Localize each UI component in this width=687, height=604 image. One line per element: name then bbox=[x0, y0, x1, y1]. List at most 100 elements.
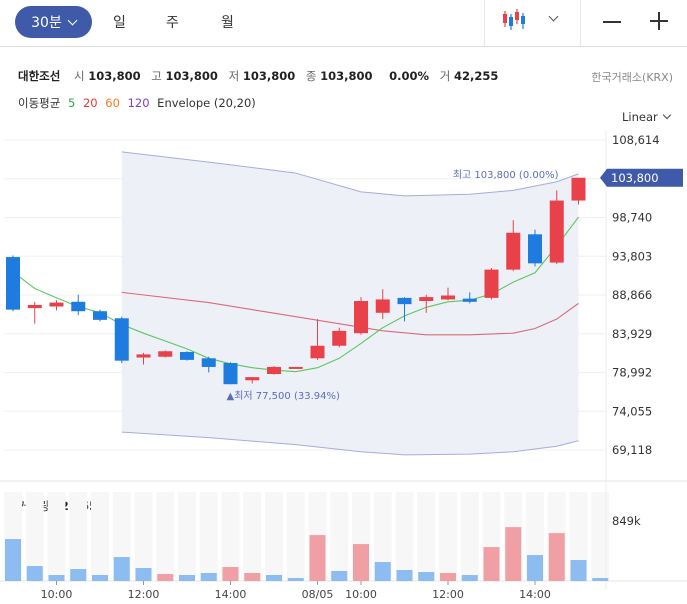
toolbar-divider bbox=[580, 0, 581, 46]
low-label: 저 bbox=[228, 69, 240, 83]
high-label: 고 bbox=[151, 69, 162, 83]
volume-bar bbox=[331, 571, 348, 581]
current-price-tag bbox=[600, 168, 683, 187]
candle-body bbox=[484, 269, 499, 298]
candle-body bbox=[375, 299, 390, 313]
volume-band bbox=[286, 492, 305, 581]
volume-bar bbox=[396, 570, 413, 581]
volume-bar bbox=[353, 544, 369, 581]
candle-body bbox=[71, 301, 86, 312]
stock-info-line: 대한조선 시 103,800 고 103,800 저 103,800 종 103… bbox=[18, 68, 503, 84]
candle-body bbox=[419, 297, 434, 302]
volume-bar bbox=[135, 568, 152, 581]
volume-band bbox=[156, 492, 175, 581]
candle-body bbox=[158, 351, 173, 357]
price-axis-label: 74,055 bbox=[612, 404, 652, 418]
volume-band bbox=[439, 492, 457, 581]
volume-label: 거 bbox=[439, 69, 451, 83]
candle-body bbox=[180, 352, 194, 360]
price-axis-label: 83,929 bbox=[612, 327, 652, 341]
high-annotation: 최고 103,800 (0.00%) bbox=[453, 169, 559, 181]
tab-day[interactable]: 일 bbox=[113, 15, 126, 31]
price-axis-label: 98,740 bbox=[612, 211, 652, 225]
volume-bar bbox=[26, 566, 43, 581]
time-axis-label: 10:00 bbox=[345, 588, 377, 601]
volume-bar bbox=[483, 547, 500, 581]
volume-band bbox=[569, 492, 588, 581]
open-value: 103,800 bbox=[88, 69, 141, 83]
stock-name: 대한조선 bbox=[18, 69, 61, 83]
ma-period-5: 5 bbox=[67, 96, 76, 110]
period-selector[interactable]: 30분 bbox=[15, 6, 92, 38]
ma20-line bbox=[121, 291, 579, 336]
volume-bar bbox=[418, 572, 435, 581]
volume-band bbox=[373, 492, 392, 581]
volume-band bbox=[199, 492, 218, 581]
volume-band bbox=[134, 492, 153, 581]
volume-band bbox=[243, 492, 262, 581]
period-label: 30분 bbox=[31, 15, 62, 31]
candle-body bbox=[6, 257, 20, 310]
volume-bar bbox=[92, 575, 108, 581]
candle-body bbox=[288, 366, 303, 369]
plus-icon[interactable] bbox=[650, 12, 668, 30]
volume-band bbox=[265, 492, 283, 581]
volume-bar bbox=[505, 527, 522, 581]
tab-week[interactable]: 주 bbox=[166, 15, 179, 31]
volume-bar bbox=[527, 555, 543, 581]
volume-bar bbox=[5, 539, 21, 581]
time-axis-label: 12:00 bbox=[432, 588, 464, 601]
toolbar-divider bbox=[484, 0, 485, 46]
candle-body bbox=[397, 297, 412, 305]
candle-body bbox=[201, 358, 216, 367]
volume-band bbox=[221, 492, 240, 581]
scale-selector[interactable]: Linear bbox=[622, 110, 671, 124]
volume-bar bbox=[309, 535, 326, 581]
price-axis-label: 93,803 bbox=[612, 249, 652, 263]
volume-band bbox=[178, 492, 196, 581]
ma-label: 이동평균 bbox=[18, 96, 61, 110]
price-axis-label: 69,118 bbox=[612, 443, 652, 457]
tab-month[interactable]: 월 bbox=[221, 15, 234, 31]
candle-body bbox=[49, 302, 64, 307]
candle-body bbox=[245, 377, 260, 381]
candle-body bbox=[223, 363, 238, 385]
time-axis-label: 10:00 bbox=[41, 588, 73, 601]
candle-body bbox=[27, 304, 42, 309]
volume-bar bbox=[440, 573, 456, 581]
candle-body bbox=[136, 354, 151, 358]
chart-toolbar: 30분 일 주 월 bbox=[0, 0, 687, 47]
envelope-lower-line bbox=[121, 431, 579, 456]
exchange-label: 한국거래소(KRX) bbox=[591, 71, 673, 84]
envelope-band bbox=[121, 151, 579, 455]
price-axis-label: 78,992 bbox=[612, 366, 652, 380]
volume-axis-label: 849k bbox=[612, 514, 641, 528]
minus-icon[interactable] bbox=[603, 21, 621, 23]
volume-band bbox=[460, 492, 479, 581]
ma-period-60: 60 bbox=[105, 96, 120, 110]
open-label: 시 bbox=[73, 69, 85, 83]
candle-body bbox=[332, 330, 347, 346]
low-value: 103,800 bbox=[242, 69, 296, 83]
time-axis-label: 08/05 bbox=[302, 588, 334, 601]
candle-body bbox=[93, 311, 107, 320]
ma-period-20: 20 bbox=[82, 96, 98, 110]
candle-body bbox=[571, 177, 586, 201]
indicator-legend[interactable]: 이동평균 5 20 60 120 Envelope (20,20) bbox=[18, 95, 260, 111]
volume-bar bbox=[244, 573, 261, 581]
candle-body bbox=[549, 200, 564, 263]
volume-band bbox=[591, 492, 610, 581]
time-axis-label: 14:00 bbox=[215, 588, 247, 601]
volume-bar bbox=[374, 562, 391, 581]
volume-bar bbox=[48, 575, 65, 581]
candle-body bbox=[114, 318, 129, 361]
volume-bar bbox=[592, 578, 609, 581]
candlestick-icon[interactable] bbox=[500, 8, 530, 34]
volume-bar bbox=[222, 567, 239, 581]
volume-bar bbox=[548, 533, 565, 581]
candle-body bbox=[528, 234, 542, 264]
volume-bar bbox=[200, 573, 217, 581]
scale-label: Linear bbox=[622, 110, 658, 124]
time-axis-label: 14:00 bbox=[519, 588, 551, 601]
